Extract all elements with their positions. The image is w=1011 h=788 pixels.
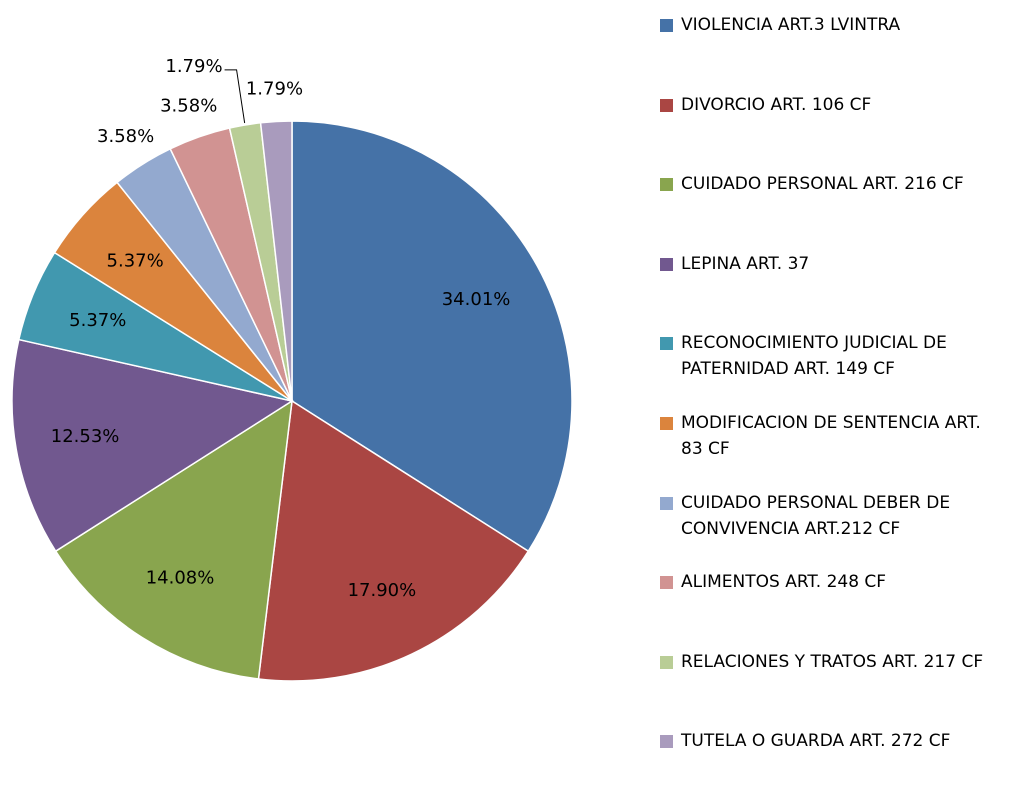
legend-item: TUTELA O GUARDA ART. 272 CF: [660, 728, 1005, 754]
legend-item: DIVORCIO ART. 106 CF: [660, 92, 1005, 118]
pie-slice: [259, 120, 293, 402]
legend-item: ALIMENTOS ART. 248 CF: [660, 569, 1005, 595]
legend-swatch: [660, 576, 673, 590]
data-label: 14.08%: [146, 568, 215, 589]
legend-item: RECONOCIMIENTO JUDICIAL DE PATERNIDAD AR…: [660, 330, 1005, 382]
legend-swatch: [660, 19, 673, 32]
pie-slice: [54, 399, 293, 680]
legend-swatch: [660, 735, 673, 749]
data-label: 5.37%: [107, 250, 164, 271]
data-label: 3.58%: [97, 126, 154, 147]
legend-swatch: [660, 178, 673, 192]
pie-area: 34.01% 17.90% 14.08% 12.53% 5.37% 5.37% 3.58% 3…: [11, 56, 573, 682]
pie-slice: [257, 399, 530, 682]
data-label: 34.01%: [442, 289, 511, 310]
data-label: 1.79%: [246, 78, 303, 99]
legend-swatch: [660, 655, 673, 669]
data-label: 17.90%: [348, 580, 417, 601]
legend-item: LEPINA ART. 37: [660, 251, 1005, 277]
data-label: 12.53%: [51, 426, 120, 447]
pie-slice: [11, 338, 294, 553]
pie-slice: [291, 120, 573, 553]
legend-label: RECONOCIMIENTO JUDICIAL DE PATERNIDAD AR…: [681, 333, 947, 380]
legend-item: RELACIONES Y TRATOS ART. 217 CF: [660, 649, 1005, 675]
legend-swatch: [660, 417, 673, 430]
legend-item: MODIFICACION DE SENTENCIA ART. 83 CF: [660, 410, 1005, 462]
data-label: 5.37%: [69, 310, 126, 331]
legend-swatch: [660, 337, 673, 351]
legend-label: CUIDADO PERSONAL DEBER DE CONVIVENCIA AR…: [681, 492, 951, 539]
data-label: 3.58%: [160, 96, 217, 117]
leader-line: [224, 69, 246, 124]
legend-swatch: [660, 98, 673, 112]
legend-label: LEPINA ART. 37: [681, 253, 810, 274]
legend-label: ALIMENTOS ART. 248 CF: [681, 572, 887, 593]
legend-label: VIOLENCIA ART.3 LVINTRA: [681, 15, 901, 35]
legend-swatch: [660, 496, 673, 510]
legend-item: CUIDADO PERSONAL DEBER DE CONVIVENCIA AR…: [660, 490, 1005, 542]
legend-label: RELACIONES Y TRATOS ART. 217 CF: [681, 651, 984, 672]
legend-swatch: [660, 257, 673, 271]
data-label: 1.79%: [165, 56, 222, 77]
legend-item: CUIDADO PERSONAL ART. 216 CF: [660, 171, 1005, 197]
legend-label: MODIFICACION DE SENTENCIA ART. 83 CF: [681, 413, 981, 459]
legend-label: CUIDADO PERSONAL ART. 216 CF: [681, 174, 964, 195]
legend-label: TUTELA O GUARDA ART. 272 CF: [681, 731, 951, 752]
legend-item: VIOLENCIA ART.3 LVINTRA: [660, 12, 1005, 38]
legend-label: DIVORCIO ART. 106 CF: [681, 94, 872, 115]
